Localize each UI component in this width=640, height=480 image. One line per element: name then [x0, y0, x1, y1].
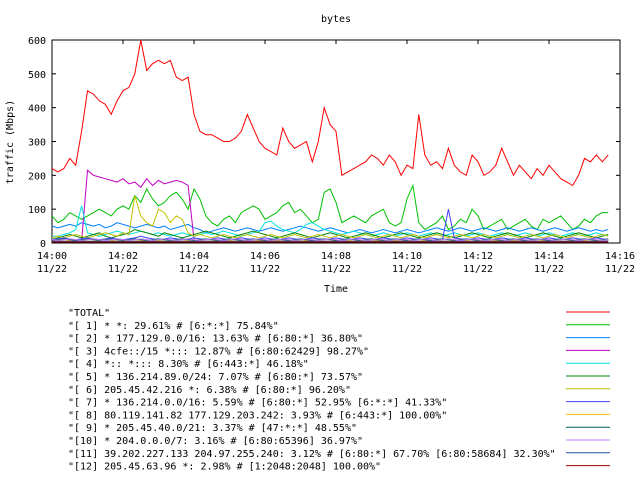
- y-tick-label: 300: [28, 138, 46, 149]
- x-tick-label: 14:08: [321, 251, 351, 262]
- legend-label: "[10] * 204.0.0.0/7: 3.16% # [6:80:65396…: [68, 436, 363, 447]
- series-line-1: [51, 183, 609, 231]
- y-tick-label: 200: [28, 171, 46, 182]
- series-line-7: [51, 209, 609, 241]
- legend-label: "TOTAL": [68, 308, 110, 319]
- series-line-3: [52, 169, 609, 242]
- series-line-4: [52, 205, 609, 237]
- y-tick-label: 0: [40, 239, 46, 250]
- legend-label: "[ 1] * *: 29.61% # [6:*:*] 75.84%": [68, 321, 279, 332]
- y-axis-label: traffic (Mbps): [5, 100, 16, 184]
- x-tick-label: 14:02: [108, 251, 138, 262]
- legend-label: "[ 2] * 177.129.0.0/16: 13.63% # [6:80:*…: [68, 334, 363, 345]
- x-tick-date: 11/22: [605, 264, 635, 275]
- legend-label: "[ 3] 4cfe::/15 *::: 12.87% # [6:80:6242…: [68, 346, 369, 357]
- series-line-10: [51, 238, 609, 241]
- plot-frame: [51, 39, 621, 244]
- legend-label: "[ 4] *:: *::: 8.30% # [6:443:*] 46.18%": [68, 359, 309, 370]
- x-tick-date: 11/22: [463, 264, 493, 275]
- legend: "TOTAL" "[ 1] * *: 29.61% # [6:*:*] 75.84…: [68, 308, 610, 473]
- series-line-6: [51, 195, 609, 239]
- y-tick-label: 500: [28, 70, 46, 81]
- chart-title: bytes: [321, 14, 351, 25]
- x-tick-label: 14:04: [179, 251, 209, 262]
- x-tick-label: 14:16: [605, 251, 635, 262]
- legend-label: "[ 9] * 205.45.40.0/21: 3.37% # [47:*:*]…: [68, 423, 357, 434]
- x-tick-date: 11/22: [108, 264, 138, 275]
- x-tick-date: 11/22: [250, 264, 280, 275]
- legend-label: "[ 7] * 136.214.0.0/16: 5.59% # [6:80:*]…: [68, 398, 447, 409]
- x-tick-label: 14:00: [37, 251, 67, 262]
- x-tick-date: 11/22: [392, 264, 422, 275]
- y-tick-label: 400: [28, 104, 46, 115]
- x-axis-label: Time: [324, 284, 348, 295]
- y-tick-label: 600: [28, 36, 46, 47]
- x-tick-label: 14:06: [250, 251, 280, 262]
- x-tick-date: 11/22: [321, 264, 351, 275]
- legend-label: "[ 6] 205.45.42.216 *: 6.38% # [6:80:*] …: [68, 385, 351, 396]
- y-tick-label: 100: [28, 205, 46, 216]
- legend-label: "[12] 205.45.63.96 *: 2.98% # [1:2048:20…: [68, 462, 381, 473]
- legend-label: "[ 5] * 136.214.89.0/24: 7.07% # [6:80:*…: [68, 372, 363, 383]
- series-line-2: [51, 222, 609, 234]
- x-tick-date: 11/22: [37, 264, 67, 275]
- series-layer: [51, 39, 609, 243]
- x-tick-date: 11/22: [179, 264, 209, 275]
- x-tick-label: 14:14: [534, 251, 564, 262]
- series-line-5: [51, 228, 609, 241]
- axes: 0 100 200 300 400 500 600 14:00 11/22 14:02 11/22 1…: [28, 36, 635, 275]
- x-tick-date: 11/22: [534, 264, 564, 275]
- x-tick-label: 14:12: [463, 251, 493, 262]
- series-line-0: [51, 39, 609, 187]
- x-tick-label: 14:10: [392, 251, 422, 262]
- legend-label: "[11] 39.202.227.133 204.97.255.240: 3.1…: [68, 449, 556, 460]
- legend-label: "[ 8] 80.119.141.82 177.129.203.242: 3.9…: [68, 410, 447, 421]
